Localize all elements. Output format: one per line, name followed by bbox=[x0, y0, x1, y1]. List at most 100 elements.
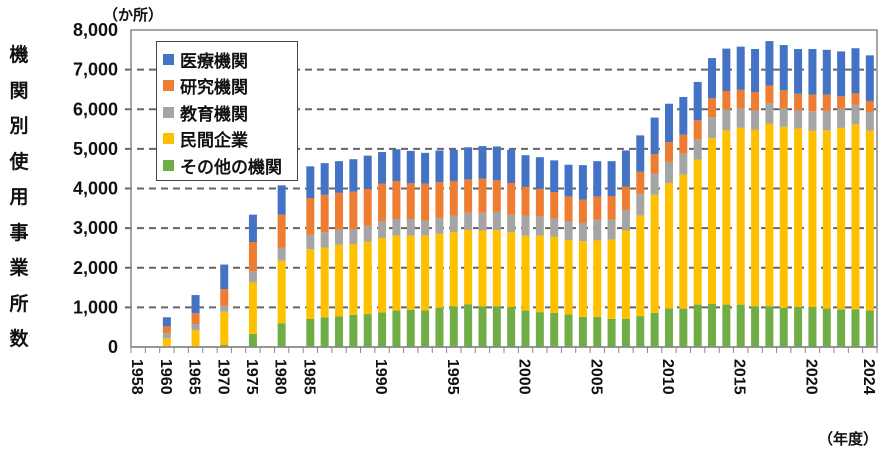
bar-segment bbox=[349, 159, 358, 192]
bar-segment bbox=[621, 150, 630, 187]
bar-segment bbox=[865, 55, 874, 101]
bar-segment bbox=[693, 304, 702, 347]
bar-segment bbox=[650, 173, 659, 195]
bar-segment bbox=[449, 149, 458, 181]
bar-segment bbox=[607, 318, 616, 347]
bar-segment bbox=[751, 129, 760, 307]
legend: 医療機関 研究機関 教育機関 民間企業 その他の機関 bbox=[156, 41, 298, 181]
bar-segment bbox=[808, 306, 817, 347]
bar-segment bbox=[306, 234, 315, 250]
bar-segment bbox=[851, 93, 860, 105]
bar-segment bbox=[521, 155, 530, 187]
x-tick-label: 1965 bbox=[186, 359, 203, 395]
bar-segment bbox=[578, 241, 587, 317]
bar-segment bbox=[851, 309, 860, 347]
x-tick-label: 1990 bbox=[372, 359, 389, 395]
bar-segment bbox=[363, 155, 372, 189]
bar-segment bbox=[765, 306, 774, 347]
bar-segment bbox=[435, 182, 444, 218]
bar-segment bbox=[378, 152, 387, 184]
y-tick-label: 6,000 bbox=[73, 99, 118, 119]
bar-segment bbox=[808, 130, 817, 307]
bar-segment bbox=[464, 179, 473, 213]
bar-segment bbox=[708, 98, 717, 118]
bar-segment bbox=[751, 49, 760, 93]
bar-segment bbox=[650, 154, 659, 174]
bar-segment bbox=[636, 316, 645, 347]
bar-segment bbox=[693, 81, 702, 121]
bar-segment bbox=[392, 219, 401, 236]
bar-segment bbox=[636, 171, 645, 194]
x-tick-label: 1960 bbox=[157, 359, 174, 395]
y-tick-label: 7,000 bbox=[73, 60, 118, 80]
bar-segment bbox=[507, 306, 516, 347]
bar-segment bbox=[865, 100, 874, 113]
bar-segment bbox=[507, 232, 516, 307]
bar-segment bbox=[507, 149, 516, 183]
bar-segment bbox=[837, 309, 846, 347]
bar-segment bbox=[220, 311, 229, 346]
bar-segment bbox=[837, 96, 846, 109]
bar-segment bbox=[220, 305, 229, 312]
bar-segment bbox=[550, 236, 559, 313]
bar-segment bbox=[378, 312, 387, 347]
legend-item-private: 民間企業 bbox=[163, 126, 297, 153]
bar-segment bbox=[421, 220, 430, 236]
bar-segment bbox=[794, 93, 803, 111]
bar-segment bbox=[794, 128, 803, 307]
bar-segment bbox=[335, 229, 344, 245]
x-tick-label: 1995 bbox=[444, 359, 461, 395]
bar-segment bbox=[449, 180, 458, 216]
bar-segment bbox=[664, 161, 673, 183]
bar-segment bbox=[822, 110, 831, 131]
bar-segment bbox=[507, 214, 516, 233]
bar-segment bbox=[335, 161, 344, 193]
bar-segment bbox=[779, 108, 788, 127]
bar-segment bbox=[808, 94, 817, 112]
bar-segment bbox=[593, 240, 602, 317]
bar-segment bbox=[435, 307, 444, 347]
bar-segment bbox=[421, 152, 430, 184]
bar-segment bbox=[464, 304, 473, 347]
bar-segment bbox=[751, 110, 760, 130]
bar-segment bbox=[521, 186, 530, 216]
bar-segment bbox=[320, 194, 329, 233]
bar-segment bbox=[564, 164, 573, 197]
x-tick-label: 2005 bbox=[587, 359, 604, 395]
bar-segment bbox=[722, 48, 731, 92]
bar-segment bbox=[464, 230, 473, 305]
bar-segment bbox=[392, 149, 401, 181]
bar-segment bbox=[492, 230, 501, 307]
bar-segment bbox=[435, 217, 444, 234]
bar-segment bbox=[636, 215, 645, 317]
bar-segment bbox=[162, 333, 171, 339]
bar-segment bbox=[478, 146, 487, 179]
y-axis-title-char: 所 bbox=[9, 292, 29, 315]
bar-segment bbox=[320, 163, 329, 195]
bar-segment bbox=[765, 123, 774, 307]
bar-segment bbox=[535, 188, 544, 217]
y-tick-label: 3,000 bbox=[73, 218, 118, 238]
bar-segment bbox=[492, 180, 501, 212]
bar-segment bbox=[378, 221, 387, 239]
bar-segment bbox=[650, 312, 659, 347]
bar-segment bbox=[406, 219, 415, 236]
legend-label: その他の機関 bbox=[180, 157, 282, 178]
bar-segment bbox=[851, 124, 860, 310]
bar-segment bbox=[779, 90, 788, 109]
bar-segment bbox=[736, 108, 745, 128]
bar-segment bbox=[507, 182, 516, 215]
bar-segment bbox=[636, 135, 645, 172]
bar-segment bbox=[794, 110, 803, 129]
bar-segment bbox=[248, 333, 257, 347]
bar-segment bbox=[550, 218, 559, 237]
bar-segment bbox=[320, 317, 329, 347]
bar-segment bbox=[593, 219, 602, 241]
bar-segment bbox=[449, 232, 458, 307]
bar-segment bbox=[162, 326, 171, 334]
bar-segment bbox=[320, 247, 329, 318]
bar-segment bbox=[708, 117, 717, 139]
bar-segment bbox=[636, 193, 645, 216]
bar-segment bbox=[822, 308, 831, 347]
bar-segment bbox=[865, 310, 874, 347]
